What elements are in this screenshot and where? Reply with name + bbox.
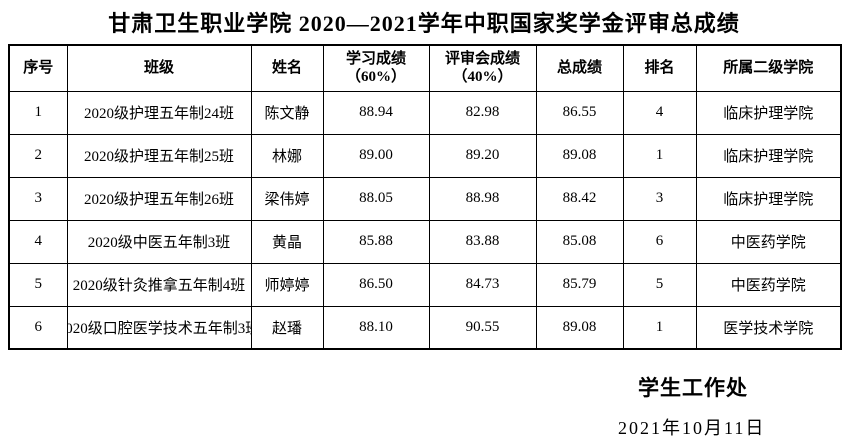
footer-department: 学生工作处 [638,376,748,400]
cell-total-score: 85.79 [535,262,624,307]
cell-college: 临床护理学院 [695,90,842,135]
header-rank: 排名 [622,44,697,92]
cell-study-score: 88.94 [322,90,430,135]
cell-name: 黄晶 [250,219,324,264]
cell-college: 中医药学院 [695,262,842,307]
table-row: 1 2020级护理五年制24班 陈文静 88.94 82.98 86.55 4 … [8,90,842,135]
cell-class: 2020级护理五年制26班 [66,176,252,221]
cell-total-score: 89.08 [535,133,624,178]
cell-total-score: 85.08 [535,219,624,264]
cell-name: 师婷婷 [250,262,324,307]
cell-rank: 4 [622,90,697,135]
cell-review-score: 89.20 [428,133,537,178]
cell-class: 2020级护理五年制24班 [66,90,252,135]
cell-no: 2 [8,133,68,178]
cell-rank: 5 [622,262,697,307]
table-row: 2 2020级护理五年制25班 林娜 89.00 89.20 89.08 1 临… [8,133,842,178]
header-name: 姓名 [250,44,324,92]
cell-total-score: 88.42 [535,176,624,221]
cell-study-score: 89.00 [322,133,430,178]
cell-college: 临床护理学院 [695,176,842,221]
cell-rank: 3 [622,176,697,221]
cell-total-score: 86.55 [535,90,624,135]
cell-college: 医学技术学院 [695,305,842,350]
cell-name: 陈文静 [250,90,324,135]
cell-study-score: 88.05 [322,176,430,221]
footer-date: 2021年10月11日 [618,418,766,438]
cell-rank: 6 [622,219,697,264]
header-study-score: 学习成绩 （60%） [322,44,430,92]
cell-name: 梁伟婷 [250,176,324,221]
cell-class: 2020级口腔医学技术五年制3班 [66,305,252,350]
cell-review-score: 82.98 [428,90,537,135]
cell-class: 2020级护理五年制25班 [66,133,252,178]
header-no: 序号 [8,44,68,92]
cell-review-score: 83.88 [428,219,537,264]
table-row: 6 2020级口腔医学技术五年制3班 赵璠 88.10 90.55 89.08 … [8,305,842,350]
cell-rank: 1 [622,133,697,178]
cell-name: 林娜 [250,133,324,178]
cell-study-score: 88.10 [322,305,430,350]
header-review-score: 评审会成绩 （40%） [428,44,537,92]
cell-college: 临床护理学院 [695,133,842,178]
cell-study-score: 85.88 [322,219,430,264]
cell-class: 2020级中医五年制3班 [66,219,252,264]
cell-name: 赵璠 [250,305,324,350]
cell-study-score: 86.50 [322,262,430,307]
cell-no: 5 [8,262,68,307]
page-title: 甘肃卫生职业学院 2020—2021学年中职国家奖学金评审总成绩 [108,11,740,36]
header-total-score: 总成绩 [535,44,624,92]
score-table: 序号 班级 姓名 学习成绩 （60%） 评审会成绩 （40%） 总成绩 排名 所属二… [8,44,842,350]
header-class: 班级 [66,44,252,92]
header-college: 所属二级学院 [695,44,842,92]
table-header-row: 序号 班级 姓名 学习成绩 （60%） 评审会成绩 （40%） 总成绩 排名 所属二… [8,44,842,92]
cell-no: 3 [8,176,68,221]
cell-review-score: 90.55 [428,305,537,350]
cell-no: 4 [8,219,68,264]
cell-no: 1 [8,90,68,135]
cell-college: 中医药学院 [695,219,842,264]
cell-rank: 1 [622,305,697,350]
cell-total-score: 89.08 [535,305,624,350]
table-row: 4 2020级中医五年制3班 黄晶 85.88 83.88 85.08 6 中医… [8,219,842,264]
cell-review-score: 88.98 [428,176,537,221]
table-row: 5 2020级针灸推拿五年制4班 师婷婷 86.50 84.73 85.79 5… [8,262,842,307]
cell-review-score: 84.73 [428,262,537,307]
table-row: 3 2020级护理五年制26班 梁伟婷 88.05 88.98 88.42 3 … [8,176,842,221]
cell-class: 2020级针灸推拿五年制4班 [66,262,252,307]
cell-no: 6 [8,305,68,350]
